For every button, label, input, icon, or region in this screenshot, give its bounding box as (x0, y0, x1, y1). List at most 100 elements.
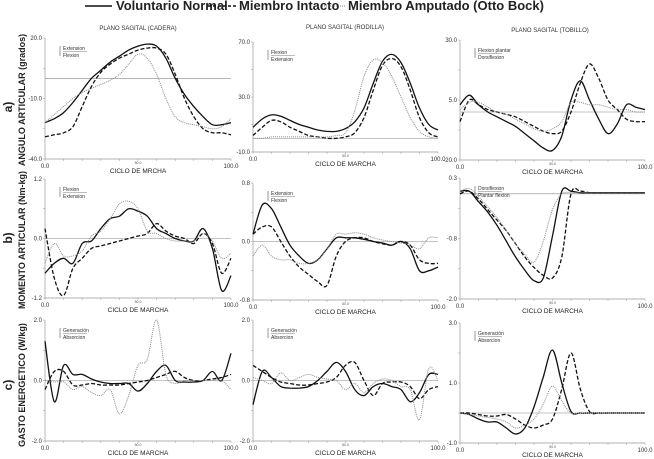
panel-a-cadera: 20.0 -10.0 -40.00.0 50.0 100.0 CICLO DE MRCHA… (28, 36, 239, 175)
x-tick-label: 0.0 (41, 164, 50, 170)
annotation-negative: Extension (271, 57, 293, 63)
annotation-positive: Flexion (271, 50, 287, 56)
y-tick-label: -2.0 (447, 297, 458, 303)
row-axis-label-b: MOMENTO ARTICULAR (Nm-kg) (17, 171, 27, 309)
series-line-amputee (44, 53, 232, 130)
y-tick-label: 0.8 (242, 181, 251, 187)
series-line-amputee (252, 58, 439, 139)
y-tick-label: 0.0 (242, 240, 251, 246)
y-tick-label: 5.0 (449, 98, 458, 104)
x-tick-label: 50.0 (342, 443, 349, 447)
panel-title-tobillo: PLANO SAGITAL (TOBILLO) (511, 28, 589, 34)
y-tick-label: 70.0 (238, 40, 250, 46)
series-line-intact (44, 46, 232, 138)
annotation-positive: Dorsiflexion (478, 186, 504, 192)
annotation-positive: Extension (271, 191, 293, 197)
y-tick-label: 30.0 (445, 38, 457, 44)
panel-b-tobillo: 0.3 -0.8 -2.00.0 50.0 100.0 CICLO DE MARCHA Do… (447, 176, 654, 315)
series-line-amputee (459, 100, 646, 132)
row-letter-c: c) (1, 380, 15, 391)
y-tick-label: 0.0 (34, 379, 43, 385)
panel-a-rodilla: 70.0 30.0 -10.00.0 50.0 100.0 CICLO DE MARCHA… (236, 40, 446, 168)
series-line-normal (44, 341, 232, 403)
annotation-negative: Flexion (63, 53, 79, 59)
x-tick-label: 50.0 (342, 302, 349, 306)
annotation-negative: Plantar flexion (478, 193, 510, 199)
series-line-amputee (44, 319, 232, 415)
x-axis-label: CICLO DE MARCHA (315, 161, 376, 168)
y-tick-label: -40.0 (28, 157, 42, 163)
x-tick-label: 0.0 (41, 446, 50, 452)
panel-title-rodilla: PLANO SAGITAL (RODILLA) (306, 25, 384, 31)
y-tick-label: 20.0 (30, 36, 42, 42)
panel-a-tobillo: 30.0 5.0 -20.00.0 50.0 100.0 CICLO DE MARCHA F… (443, 38, 653, 176)
annotation-positive: Flexion plantar (478, 48, 511, 54)
x-axis-label: CICLO DE MARCHA (522, 308, 583, 315)
x-tick-label: 100.0 (637, 304, 653, 310)
y-tick-label: 0.0 (242, 379, 251, 385)
x-tick-label: 0.0 (249, 157, 258, 163)
series-line-normal (44, 207, 232, 293)
annotation-negative: Absorcion (63, 335, 85, 341)
y-tick-label: 2.0 (34, 318, 43, 324)
series-line-intact (252, 360, 439, 400)
legend-label-normal: Voluntario Normal (116, 0, 228, 13)
row-label-c: c) GASTO ENERGETICO (W/kg) (1, 323, 27, 447)
x-tick-label: 0.0 (456, 448, 465, 454)
y-tick-label: -1.2 (32, 296, 43, 302)
x-axis-label: CICLO DE MARCHA (522, 169, 583, 176)
row-label-a: a) ANGULO ARTICULAR (grados) (1, 34, 27, 166)
x-axis-label: CICLO DE MARCHA (522, 452, 583, 459)
annotation-negative: Absorcion (271, 335, 293, 341)
x-tick-label: 100.0 (637, 165, 653, 171)
x-tick-label: 50.0 (342, 154, 349, 158)
y-tick-label: 3.0 (449, 321, 458, 327)
row-axis-label-a: ANGULO ARTICULAR (grados) (17, 34, 27, 166)
x-axis-label: CICLO DE MARCHA (108, 450, 169, 457)
series-line-amputee (459, 187, 645, 264)
x-axis-label: CICLO DE MARCHA (108, 307, 169, 314)
panel-c-tobillo: 3.0 1.0 -1.00.0 50.0 100.0 CICLO DE MARCHA Gen… (447, 321, 654, 459)
annotation-positive: Extension (63, 46, 85, 52)
series-line-normal (459, 187, 645, 284)
annotation-negative: Extension (63, 194, 85, 200)
annotation-positive: Generación (63, 328, 89, 334)
x-axis-label: CICLO DE MARCHA (315, 450, 376, 457)
series-line-intact (459, 187, 645, 280)
x-tick-label: 50.0 (135, 300, 142, 304)
series-line-amputee (252, 366, 439, 421)
x-axis-label: CICLO DE MRCHA (110, 168, 167, 175)
row-letter-a: a) (1, 102, 15, 113)
y-tick-label: -2.0 (32, 439, 43, 445)
row-label-b: b) MOMENTO ARTICULAR (Nm-kg) (1, 171, 27, 309)
x-axis-label: CICLO DE MARCHA (315, 309, 376, 316)
series-line-intact (459, 63, 646, 135)
series-line-intact (44, 222, 232, 297)
annotation-negative: Absorcion (478, 338, 500, 344)
x-tick-label: 0.0 (249, 446, 258, 452)
x-tick-label: 50.0 (549, 301, 556, 305)
x-tick-label: 0.0 (249, 305, 258, 311)
y-tick-label: 1.0 (449, 381, 458, 387)
panel-title-cadera: PLANO SAGITAL (CADERA) (99, 26, 176, 32)
series-line-intact (252, 224, 439, 288)
y-tick-label: -20.0 (443, 158, 457, 164)
x-tick-label: 100.0 (223, 446, 239, 452)
y-tick-label: -0.8 (240, 298, 251, 304)
x-tick-label: 100.0 (430, 305, 446, 311)
x-tick-label: 50.0 (549, 162, 556, 166)
series-line-normal (459, 349, 645, 435)
annotation-positive: Flexion (63, 187, 79, 193)
y-tick-label: -10.0 (236, 150, 250, 156)
row-axis-label-c: GASTO ENERGETICO (W/kg) (17, 323, 27, 447)
legend-label-intact: Miembro Intacto (239, 0, 339, 13)
series-line-intact (459, 352, 645, 429)
series-line-normal (252, 202, 439, 274)
annotation-positive: Generación (478, 331, 504, 337)
series-line-normal (44, 43, 232, 127)
x-tick-label: 50.0 (135, 161, 142, 165)
legend: Voluntario Normal Miembro Intacto Miembr… (85, 0, 544, 13)
